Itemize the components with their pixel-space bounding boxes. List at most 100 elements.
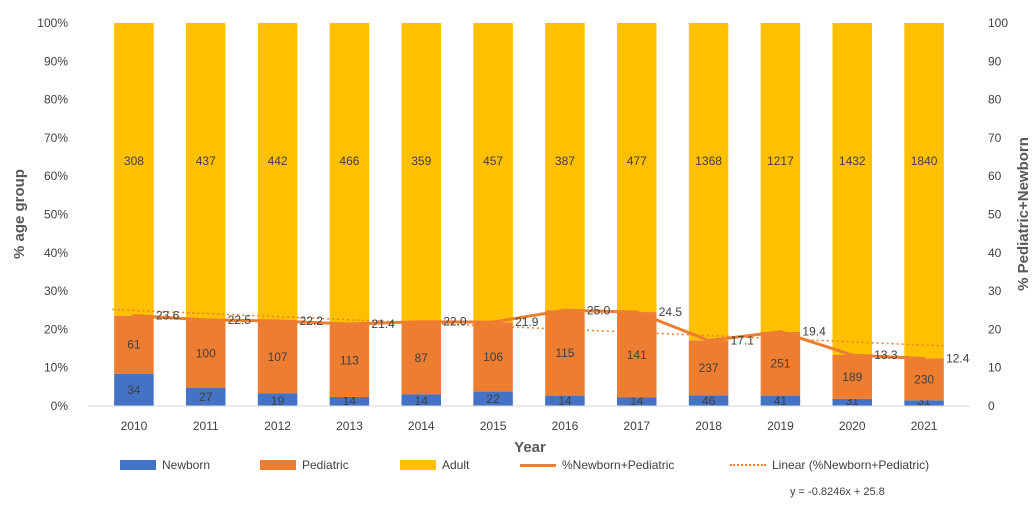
legend-item-newborn: Newborn xyxy=(120,455,210,475)
trendline-equation: y = -0.8246x + 25.8 xyxy=(790,486,885,498)
y2-tick-label: 10 xyxy=(988,361,1002,375)
bar-pediatric-2015 xyxy=(473,322,513,392)
bar-adult-2019 xyxy=(760,23,801,332)
bar-label-pediatric-2021: 230 xyxy=(914,372,934,386)
x-tick-label: 2019 xyxy=(767,419,794,433)
bar-pediatric-2017 xyxy=(616,312,657,398)
y2-tick-label: 80 xyxy=(988,93,1002,107)
bar-label-pediatric-2016: 115 xyxy=(555,346,574,360)
bar-pediatric-2018 xyxy=(688,340,729,396)
legend-swatch-trendline xyxy=(730,464,766,466)
legend-item-line: %Newborn+Pediatric xyxy=(520,455,674,475)
bar-pediatric-2019 xyxy=(760,331,801,396)
y-tick-label: 60% xyxy=(44,169,68,183)
legend-label-pediatric: Pediatric xyxy=(302,458,349,472)
bar-adult-2011 xyxy=(185,23,226,320)
line-point-2019 xyxy=(778,330,782,334)
y-axis-title: % age group xyxy=(11,169,28,259)
bar-pediatric-2011 xyxy=(185,319,226,388)
bar-label-pediatric-2018: 237 xyxy=(699,361,719,375)
bar-label-newborn-2011: 27 xyxy=(199,390,213,404)
bar-adult-2014 xyxy=(401,23,442,322)
y2-tick-label: 60 xyxy=(988,169,1002,183)
y-tick-label: 50% xyxy=(44,208,68,222)
bar-label-pediatric-2010: 61 xyxy=(127,338,141,352)
line-point-2012 xyxy=(276,319,280,323)
legend-item-adult: Adult xyxy=(400,455,469,475)
bar-newborn-2019 xyxy=(760,395,801,406)
bar-label-pediatric-2011: 100 xyxy=(196,347,216,361)
bar-label-newborn-2016: 14 xyxy=(558,394,572,408)
line-label-2015: 21.9 xyxy=(515,315,539,329)
bar-label-pediatric-2017: 141 xyxy=(627,348,647,362)
y2-tick-label: 90 xyxy=(988,54,1002,68)
bar-newborn-2014 xyxy=(401,394,442,406)
y-tick-label: 70% xyxy=(44,131,68,145)
bar-label-adult-2019: 1217 xyxy=(767,154,794,168)
bar-label-newborn-2018: 46 xyxy=(702,394,716,408)
y2-tick-label: 50 xyxy=(988,208,1002,222)
line-point-2020 xyxy=(850,353,854,357)
bar-pediatric-2020 xyxy=(832,354,873,399)
y2-tick-label: 100 xyxy=(988,16,1008,30)
x-tick-label: 2018 xyxy=(695,419,722,433)
bar-newborn-2016 xyxy=(545,395,585,406)
y2-tick-label: 30 xyxy=(988,284,1002,298)
bar-pediatric-2021 xyxy=(904,358,944,401)
legend-label-line: %Newborn+Pediatric xyxy=(562,458,675,472)
bar-label-newborn-2015: 22 xyxy=(486,392,500,406)
bar-pediatric-2010 xyxy=(114,315,154,374)
legend-item-pediatric: Pediatric xyxy=(260,455,349,475)
y2-tick-label: 0 xyxy=(988,399,995,413)
bar-newborn-2021 xyxy=(904,400,944,406)
x-tick-label: 2016 xyxy=(552,419,579,433)
y2-tick-label: 70 xyxy=(988,131,1002,145)
x-tick-label: 2011 xyxy=(193,419,219,433)
bar-pediatric-2014 xyxy=(401,321,442,395)
legend-label-adult: Adult xyxy=(442,458,470,472)
legend: Newborn Pediatric Adult %Newborn+Pediatr… xyxy=(120,455,1000,475)
bar-label-adult-2012: 442 xyxy=(268,154,288,168)
legend-swatch-line xyxy=(520,463,556,467)
bar-adult-2013 xyxy=(329,23,370,324)
x-tick-label: 2012 xyxy=(264,419,291,433)
line-point-2014 xyxy=(419,320,423,324)
y2-axis-title: % Pediatric+Newborn xyxy=(1015,137,1032,291)
line-label-2021: 12.4 xyxy=(946,352,970,366)
legend-swatch-newborn xyxy=(120,460,156,470)
x-tick-label: 2020 xyxy=(839,419,866,433)
line-newborn-pediatric xyxy=(133,308,925,361)
line-point-2018 xyxy=(707,339,711,343)
line-label-2016: 25.0 xyxy=(587,303,611,317)
bar-adult-2018 xyxy=(688,23,729,341)
bar-newborn-2018 xyxy=(688,395,729,406)
bar-label-pediatric-2019: 251 xyxy=(770,357,790,371)
x-tick-label: 2017 xyxy=(623,419,650,433)
line-point-2015 xyxy=(491,320,495,324)
bar-label-adult-2014: 359 xyxy=(411,154,431,168)
legend-item-trendline: Linear (%Newborn+Pediatric) xyxy=(730,455,929,475)
legend-swatch-adult xyxy=(400,460,436,470)
bar-label-adult-2015: 457 xyxy=(483,154,503,168)
bar-label-adult-2017: 477 xyxy=(627,154,647,168)
y2-tick-label: 40 xyxy=(988,246,1002,260)
line-point-2021 xyxy=(922,357,926,361)
y-tick-label: 0% xyxy=(51,399,69,413)
line-label-2012: 22.2 xyxy=(300,314,324,328)
x-tick-label: 2013 xyxy=(336,419,363,433)
line-point-2017 xyxy=(635,310,639,314)
bar-newborn-2011 xyxy=(185,387,226,406)
bar-adult-2021 xyxy=(904,23,944,359)
line-point-2016 xyxy=(563,308,567,312)
bar-label-pediatric-2013: 113 xyxy=(340,353,359,367)
bar-label-pediatric-2014: 87 xyxy=(415,351,429,365)
bar-newborn-2012 xyxy=(257,393,298,406)
bars-group: 34 61 308 27 100 437 19 107 442 14 113 466 14 87 359 22… xyxy=(114,23,944,408)
y-tick-label: 30% xyxy=(44,284,68,298)
bar-pediatric-2016 xyxy=(545,310,585,396)
y-tick-label: 100% xyxy=(37,16,68,30)
bar-label-adult-2010: 308 xyxy=(124,154,144,168)
x-tick-label: 2021 xyxy=(911,419,938,433)
bar-adult-2016 xyxy=(545,23,585,311)
bar-newborn-2017 xyxy=(616,397,657,406)
